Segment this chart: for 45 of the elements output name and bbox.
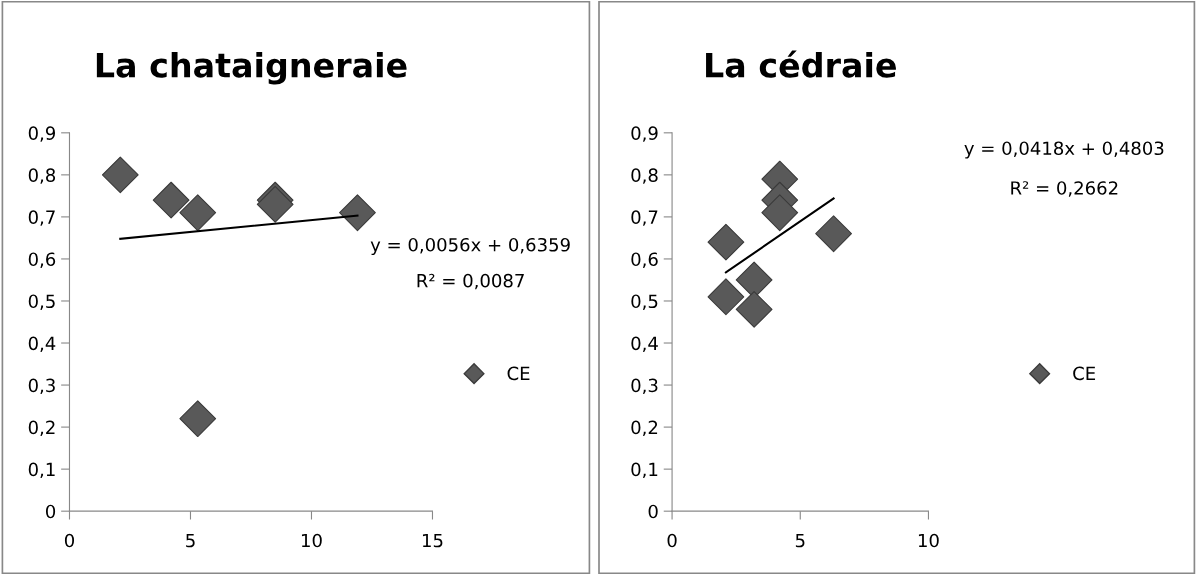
y-tick-label: 0,2 xyxy=(631,420,658,437)
y-tick-label: 0,4 xyxy=(28,336,56,352)
point xyxy=(815,215,852,253)
point xyxy=(761,194,799,232)
y-tick-label: 0,9 xyxy=(28,126,56,142)
y-tick-label: 0,7 xyxy=(28,210,55,226)
chart-title: La chataigneraie xyxy=(96,51,407,85)
y-tick-label: 0,7 xyxy=(631,210,658,226)
point xyxy=(707,278,745,316)
point xyxy=(707,223,745,261)
y-tick-label: 0,4 xyxy=(631,336,658,352)
y-tick-label: 0,9 xyxy=(631,126,658,142)
point xyxy=(152,181,190,219)
y-tick-label: 0,5 xyxy=(631,294,658,310)
point xyxy=(339,194,376,232)
y-tick-label: 0,2 xyxy=(28,420,55,437)
point xyxy=(179,194,217,232)
x-tick-label: 5 xyxy=(795,533,805,548)
x-tick-label: 15 xyxy=(422,533,443,548)
y-tick-label: 0,8 xyxy=(631,168,658,184)
x-tick-label: 10 xyxy=(918,533,939,548)
annotation: R² = 0,0087 xyxy=(417,273,524,290)
y-tick-label: 0,3 xyxy=(631,378,658,395)
point xyxy=(735,290,773,328)
legend-label: CE xyxy=(1073,366,1096,381)
point xyxy=(101,156,139,194)
y-tick-label: 0,1 xyxy=(28,462,55,479)
x-tick-label: 0 xyxy=(64,533,75,548)
chart-title: La cédraie xyxy=(706,50,896,78)
y-tick-label: 0,6 xyxy=(631,252,658,268)
y-tick-label: 0 xyxy=(648,504,658,519)
text: R² = 0,2662 xyxy=(1011,181,1118,197)
annotation: y = 0,0056x + 0,6359 xyxy=(370,237,570,256)
y-tick-label: 0,8 xyxy=(28,168,56,184)
legend-label: CE xyxy=(507,366,530,381)
x-tick-label: 0 xyxy=(667,533,677,548)
y-tick-label: 0 xyxy=(45,504,56,519)
text: y = 0,0418x + 0,4803 xyxy=(964,141,1164,159)
y-tick-label: 0,5 xyxy=(28,294,55,310)
point xyxy=(179,400,217,438)
y-tick-label: 0,6 xyxy=(28,252,56,268)
x-tick-label: 5 xyxy=(186,533,195,548)
y-tick-label: 0,1 xyxy=(631,462,658,479)
y-tick-label: 0,3 xyxy=(28,378,55,395)
x-tick-label: 10 xyxy=(301,533,322,548)
